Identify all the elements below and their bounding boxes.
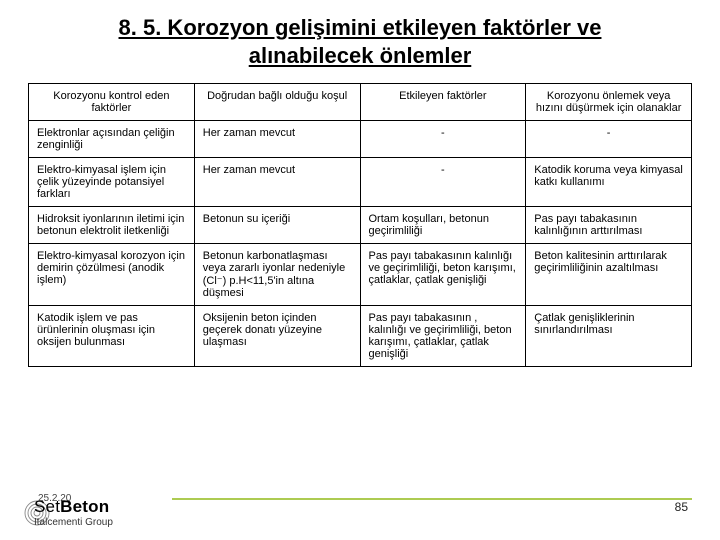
cell: -	[360, 158, 526, 207]
cell: Her zaman mevcut	[194, 158, 360, 207]
col-header: Doğrudan bağlı olduğu koşul	[194, 84, 360, 121]
slide-title: 8. 5. Korozyon gelişimini etkileyen fakt…	[60, 14, 660, 69]
cell: Ortam koşulları, betonun geçirimliliği	[360, 207, 526, 244]
cell: Betonun karbonatlaşması veya zararlı iyo…	[194, 244, 360, 306]
table-row: Hidroksit iyonlarının iletimi için beton…	[29, 207, 692, 244]
col-header: Korozyonu kontrol eden faktörler	[29, 84, 195, 121]
brand-right: Beton	[60, 497, 109, 516]
cell: Oksijenin beton içinden geçerek donatı y…	[194, 306, 360, 367]
table-row: Elektro-kimyasal işlem için çelik yüzeyi…	[29, 158, 692, 207]
cell: Hidroksit iyonlarının iletimi için beton…	[29, 207, 195, 244]
cell: Pas payı tabakasının kalınlığının arttır…	[526, 207, 692, 244]
cell: Betonun su içeriği	[194, 207, 360, 244]
cell: Pas payı tabakasının , kalınlığı ve geçi…	[360, 306, 526, 367]
table-row: Elektronlar açısından çeliğin zenginliği…	[29, 121, 692, 158]
brand-subtitle: Italcementi Group	[34, 517, 113, 528]
cell: Katodik koruma veya kimyasal katkı kulla…	[526, 158, 692, 207]
cell: Katodik işlem ve pas ürünlerinin oluşmas…	[29, 306, 195, 367]
col-header: Korozyonu önlemek veya hızını düşürmek i…	[526, 84, 692, 121]
cell: -	[526, 121, 692, 158]
table-row: Katodik işlem ve pas ürünlerinin oluşmas…	[29, 306, 692, 367]
table-header-row: Korozyonu kontrol eden faktörler Doğruda…	[29, 84, 692, 121]
col-header: Etkileyen faktörler	[360, 84, 526, 121]
cell: Çatlak genişliklerinin sınırlandırılması	[526, 306, 692, 367]
corrosion-table: Korozyonu kontrol eden faktörler Doğruda…	[28, 83, 692, 367]
cell: Elektronlar açısından çeliğin zenginliği	[29, 121, 195, 158]
cell: Pas payı tabakasının kalınlığı ve geçiri…	[360, 244, 526, 306]
cell: Beton kalitesinin arttırılarak geçirimli…	[526, 244, 692, 306]
page-number: 85	[675, 500, 688, 514]
table-row: Elektro-kimyasal korozyon için demirin ç…	[29, 244, 692, 306]
brand-name: SetBeton	[34, 497, 113, 517]
brand-block: SetBeton Italcementi Group	[34, 497, 113, 528]
cell: Elektro-kimyasal korozyon için demirin ç…	[29, 244, 195, 306]
cell: Elektro-kimyasal işlem için çelik yüzeyi…	[29, 158, 195, 207]
slide-footer: 25.2.20 SetBeton Italcementi Group 85	[0, 486, 720, 530]
cell: Her zaman mevcut	[194, 121, 360, 158]
cell: -	[360, 121, 526, 158]
accent-divider	[172, 498, 692, 500]
brand-left: Set	[34, 497, 60, 516]
